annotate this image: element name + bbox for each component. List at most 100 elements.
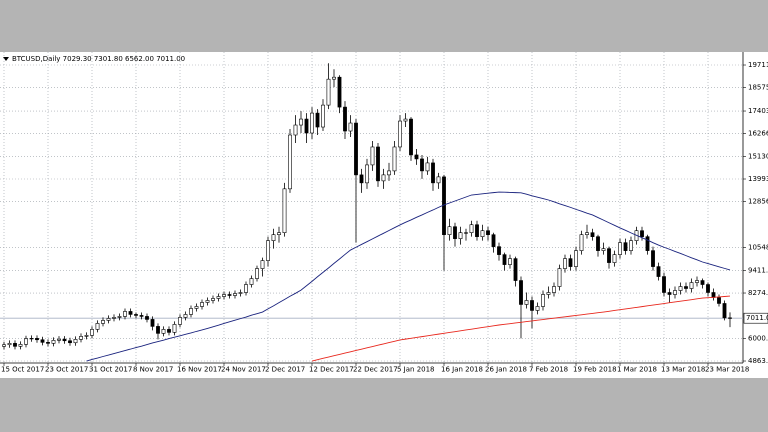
candle-body xyxy=(106,318,111,321)
candle-body xyxy=(409,118,413,156)
candle-body xyxy=(354,122,358,176)
candle-body xyxy=(178,317,182,325)
candle-body xyxy=(365,164,369,184)
candle-body xyxy=(464,232,468,234)
y-tick-label: 18575. xyxy=(748,84,768,92)
candle-body xyxy=(458,232,463,239)
candle-body xyxy=(62,338,67,342)
candle-body xyxy=(266,240,270,261)
candle-body xyxy=(84,335,89,337)
candle-body xyxy=(700,280,705,285)
candle-body xyxy=(216,296,221,299)
candle-body xyxy=(420,158,424,172)
candle-body xyxy=(244,284,248,293)
candle-body xyxy=(574,250,578,267)
candle-body xyxy=(233,293,237,296)
candle-body xyxy=(453,226,457,239)
candle-body xyxy=(563,258,567,269)
candle-body xyxy=(183,314,188,318)
candle-body xyxy=(332,76,336,80)
candle-body xyxy=(414,154,419,160)
candle-body xyxy=(662,276,666,293)
x-tick-label: 24 Nov 2017 xyxy=(221,366,266,374)
candle-body xyxy=(717,297,721,304)
candle-body xyxy=(678,286,683,291)
candle-body xyxy=(315,112,320,128)
candle-body xyxy=(68,340,72,344)
candle-body xyxy=(535,306,540,311)
candle-body xyxy=(645,236,650,251)
y-tick-label: 17403. xyxy=(748,107,768,115)
candle-body xyxy=(24,338,28,345)
candle-body xyxy=(7,343,12,346)
candle-body xyxy=(579,234,584,251)
candle-body xyxy=(596,236,600,251)
candle-body xyxy=(475,224,479,237)
candle-body xyxy=(513,258,518,281)
candle-body xyxy=(469,224,474,233)
candle-body xyxy=(557,268,562,287)
candle-body xyxy=(508,258,512,265)
candle-body xyxy=(337,76,342,108)
candle-body xyxy=(728,317,732,319)
candle-body xyxy=(376,146,380,182)
candle-body xyxy=(706,284,710,293)
candle-body xyxy=(568,258,573,267)
candle-body xyxy=(695,280,699,283)
candle-body xyxy=(623,242,628,251)
x-tick-label: 23 Mar 2018 xyxy=(705,366,749,374)
candle-body xyxy=(722,303,727,319)
x-tick-label: 31 Oct 2017 xyxy=(89,366,132,374)
candle-body xyxy=(491,234,496,247)
x-tick-label: 5 Jan 2018 xyxy=(397,366,435,374)
candle-body xyxy=(403,118,408,122)
candle-body xyxy=(530,300,534,311)
candle-body xyxy=(205,300,210,303)
candle-body xyxy=(381,174,386,182)
candle-body xyxy=(552,286,556,293)
candle-body xyxy=(431,162,435,184)
candle-body xyxy=(629,240,633,251)
x-tick-label: 23 Oct 2017 xyxy=(45,366,88,374)
candle-body xyxy=(161,329,166,334)
candle-body xyxy=(480,230,485,237)
candle-body xyxy=(310,112,314,134)
x-tick-label: 26 Jan 2018 xyxy=(485,366,527,374)
candle-body xyxy=(13,343,17,347)
candle-body xyxy=(112,317,116,319)
candle-body xyxy=(343,106,347,132)
candle-body xyxy=(656,266,661,277)
candle-body xyxy=(293,124,298,136)
x-tick-label: 8 Nov 2017 xyxy=(133,366,173,374)
candle-body xyxy=(590,232,595,237)
chart-title: BTCUSD,Daily 7029.30 7301.80 6562.00 701… xyxy=(12,55,185,63)
candle-body xyxy=(35,338,39,341)
chart-panel xyxy=(0,52,768,378)
candle-body xyxy=(40,339,45,343)
candle-body xyxy=(271,234,276,241)
moving-average-line xyxy=(86,191,731,362)
candle-body xyxy=(673,290,677,295)
y-tick-label: 12856. xyxy=(748,198,768,206)
candle-body xyxy=(123,311,127,317)
candle-body xyxy=(546,292,551,295)
candle-body xyxy=(711,292,716,298)
candle-body xyxy=(51,340,56,344)
y-tick-label: 6000.8 xyxy=(748,334,768,342)
candle-body xyxy=(95,323,100,330)
x-tick-label: 22 Dec 2017 xyxy=(353,366,398,374)
candle-body xyxy=(607,248,611,263)
candle-body xyxy=(222,294,226,297)
candle-body xyxy=(601,248,606,251)
y-tick-label: 16266. xyxy=(748,130,768,138)
candle-body xyxy=(46,342,50,344)
candle-body xyxy=(436,176,441,184)
candle-body xyxy=(370,146,375,166)
candle-body xyxy=(618,242,622,255)
candle-body xyxy=(117,316,122,318)
candle-body xyxy=(392,146,397,172)
candle-body xyxy=(255,268,259,279)
candle-body xyxy=(73,339,78,344)
candle-body xyxy=(348,122,353,132)
